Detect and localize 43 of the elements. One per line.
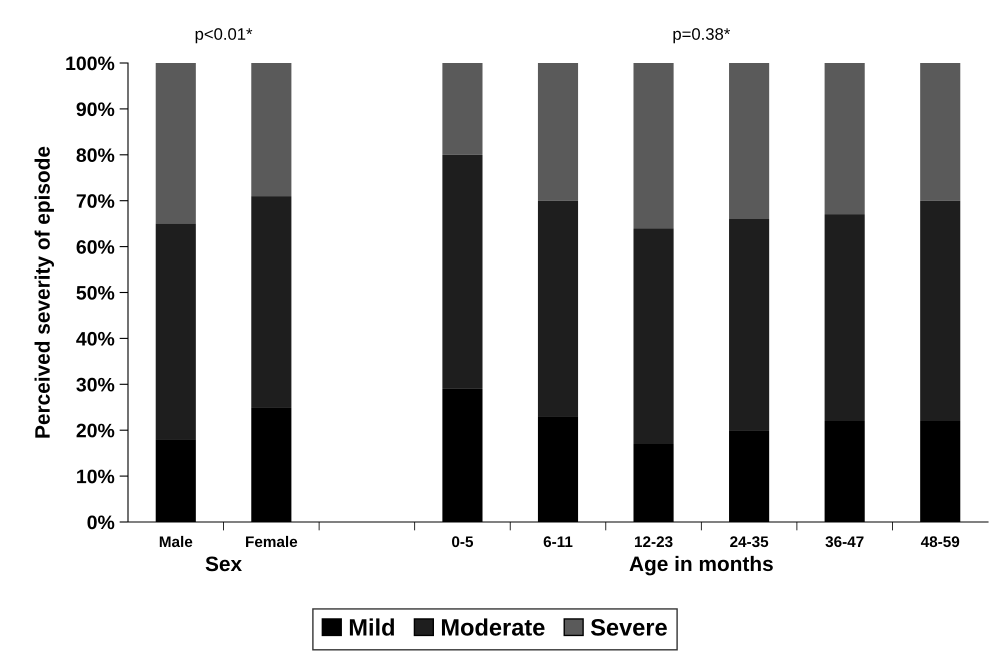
y-tick-label: 80% <box>76 148 114 162</box>
bar <box>920 200 960 422</box>
bar <box>538 63 578 201</box>
bar <box>156 224 196 440</box>
text: Age in months <box>630 556 773 576</box>
bar <box>633 63 674 228</box>
bar <box>251 196 292 408</box>
x-tick-label: Male <box>160 536 192 548</box>
legend-label: Moderate <box>442 618 545 636</box>
y-tick-label: 20% <box>76 424 114 438</box>
y-tick-label: 10% <box>77 470 114 484</box>
x-tick-label: 6-11 <box>544 536 572 548</box>
bar <box>156 63 196 224</box>
x-tick-label: 36-47 <box>825 536 864 548</box>
x-tick-label: 12-23 <box>634 536 673 548</box>
x-tick-label: Female <box>246 536 298 548</box>
legend-label: Mild <box>350 618 394 636</box>
bar <box>920 63 960 201</box>
bar <box>729 63 770 220</box>
y-tick-label: 30% <box>76 378 114 392</box>
y-tick-label: 0% <box>87 515 114 530</box>
y-tick-label: 60% <box>76 240 114 254</box>
y-tick-label: 40% <box>76 332 114 346</box>
bar <box>251 63 292 196</box>
bar <box>442 63 483 155</box>
text: Sex <box>206 556 242 572</box>
x-tick-label: 24-35 <box>730 536 768 548</box>
y-tick-label: 90% <box>76 102 114 116</box>
y-tick-label: 50% <box>76 286 114 300</box>
bar <box>824 63 865 214</box>
bar <box>633 228 674 444</box>
bar <box>824 214 865 422</box>
y-tick-label: 100% <box>66 56 114 70</box>
bar <box>538 200 578 416</box>
legend-label: Severe <box>590 619 667 636</box>
y-axis-title: Perceived severity of episode <box>34 146 54 438</box>
text: p<0.01* <box>196 28 252 44</box>
x-tick-label: 0-5 <box>452 536 474 548</box>
bar <box>729 219 770 430</box>
y-tick-label: 70% <box>76 194 114 208</box>
x-tick-label: 48-59 <box>920 536 960 548</box>
bar <box>442 154 483 389</box>
text: p=0.38* <box>673 28 730 44</box>
